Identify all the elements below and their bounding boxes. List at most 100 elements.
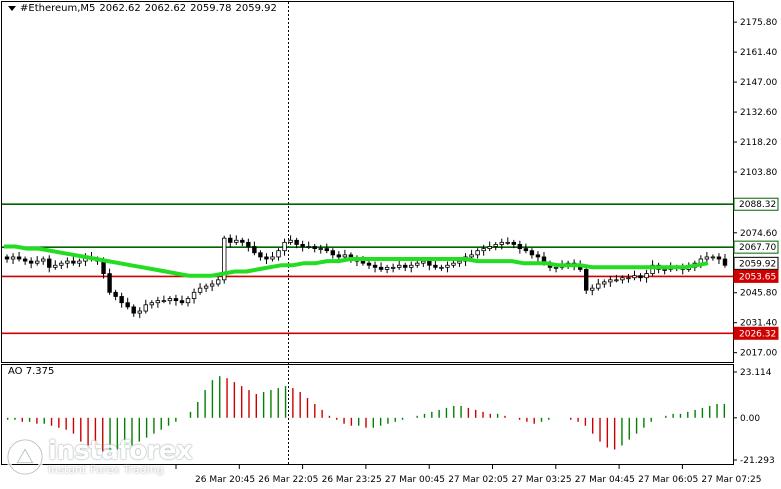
candle-body <box>451 262 456 266</box>
candle-body <box>240 239 245 243</box>
high-value: 2062.62 <box>144 3 187 14</box>
candle-body <box>366 262 372 266</box>
level-tag-bg <box>733 197 779 211</box>
candle-body <box>77 260 82 264</box>
ao-tick-label: -21.293 <box>740 456 775 466</box>
candle-body <box>119 296 124 304</box>
time-tick-label: 27 Mar 06:05 <box>638 475 698 485</box>
candle-body <box>264 256 269 260</box>
candle-body <box>125 302 130 308</box>
level-tag-bg <box>733 326 779 340</box>
candle-body <box>445 264 450 268</box>
candle-body <box>433 264 438 268</box>
time-tick-label: 26 Mar 20:45 <box>195 475 255 485</box>
candle-body <box>173 298 179 302</box>
indicator-label: AO 7.375 <box>8 366 55 377</box>
candle-body <box>722 258 728 266</box>
candle-body <box>155 300 161 304</box>
time-tick-label: 26 Mar 22:05 <box>258 475 318 485</box>
candle-body <box>10 256 16 260</box>
open-value: 2062.62 <box>99 3 141 14</box>
level-tag: 2088.32 <box>739 200 776 210</box>
candle-body <box>16 256 22 260</box>
level-tags: 2088.32 2067.70 2053.65 2026.32 2059.92 <box>733 197 779 340</box>
candle-body <box>481 248 486 252</box>
candle-body <box>137 310 142 314</box>
candle-body <box>360 260 366 264</box>
candle-body <box>276 250 281 258</box>
candle-body <box>252 246 257 254</box>
candle-body <box>65 260 70 264</box>
candle-body <box>185 298 191 304</box>
candle-body <box>644 273 649 279</box>
candle-body <box>41 258 46 262</box>
candle-body <box>517 244 523 250</box>
candle-body <box>384 266 390 270</box>
level-tag: 2053.65 <box>739 272 776 282</box>
candle-body <box>626 277 631 280</box>
candle-body <box>143 304 148 312</box>
current-price-tag-bg <box>733 256 779 270</box>
ao-tick-label: 0.00 <box>740 414 760 424</box>
candle-body <box>131 306 136 314</box>
candle-body <box>590 287 595 291</box>
candle-body <box>113 291 118 297</box>
candle-body <box>59 262 64 266</box>
candle-body <box>179 300 185 304</box>
candle-body <box>22 258 28 262</box>
candle-body <box>439 266 444 269</box>
watermark-brand: instaforex <box>48 436 193 466</box>
price-tick-label: 2074.60 <box>740 229 777 239</box>
candle-body <box>487 246 492 250</box>
price-tick-label: 2118.20 <box>740 138 777 148</box>
candle-body <box>342 254 348 258</box>
candle-body <box>300 244 305 247</box>
candle-body <box>258 252 263 258</box>
price-tick-label: 2017.00 <box>740 349 777 359</box>
candle-body <box>167 298 173 302</box>
candle-body <box>101 260 106 274</box>
candle-body <box>282 241 287 252</box>
candle-body <box>403 264 408 268</box>
candle-body <box>415 262 420 266</box>
level-tag: 2067.70 <box>739 243 776 253</box>
moving-average <box>4 244 709 278</box>
candle-body <box>475 250 480 256</box>
time-axis: 26 Mar 20:45 26 Mar 22:05 26 Mar 23:25 27 M… <box>175 465 761 485</box>
candle-body <box>704 256 710 260</box>
candle-body <box>53 264 58 268</box>
price-axis: 2175.80 2161.40 2147.00 2132.60 2118.20 2103.… <box>734 18 777 359</box>
candle-body <box>234 239 239 243</box>
time-tick-label: 26 Mar 23:25 <box>322 475 382 485</box>
close-value: 2059.92 <box>235 3 277 14</box>
candle-body <box>306 246 311 248</box>
candle-body <box>288 239 293 243</box>
candle-body <box>505 241 510 244</box>
candle-body <box>662 269 667 271</box>
candle-body <box>161 300 167 303</box>
ao-tick-label: 23.114 <box>740 368 772 378</box>
candle-body <box>602 281 607 285</box>
candle-body <box>107 273 112 293</box>
candle-body <box>614 279 619 282</box>
candle-body <box>638 275 643 279</box>
level-tag: 2026.32 <box>739 329 776 339</box>
candle-body <box>324 248 329 252</box>
level-lines <box>2 203 733 335</box>
candle-body <box>650 264 655 274</box>
candle-body <box>4 256 10 260</box>
ao-histogram <box>6 376 726 452</box>
price-tick-label: 2031.40 <box>740 319 777 329</box>
candle-body <box>246 241 251 247</box>
time-tick-label: 27 Mar 02:05 <box>448 475 508 485</box>
candle-body <box>457 260 462 264</box>
candle-body <box>632 275 637 279</box>
candle-body <box>330 250 336 256</box>
current-price-tag: 2059.92 <box>739 259 776 269</box>
main-panel-frame <box>1 1 734 363</box>
candle-body <box>511 241 517 245</box>
indicator-panel-frame <box>1 364 734 465</box>
chevron-down-icon[interactable] <box>8 5 16 11</box>
candle-body <box>396 264 402 268</box>
